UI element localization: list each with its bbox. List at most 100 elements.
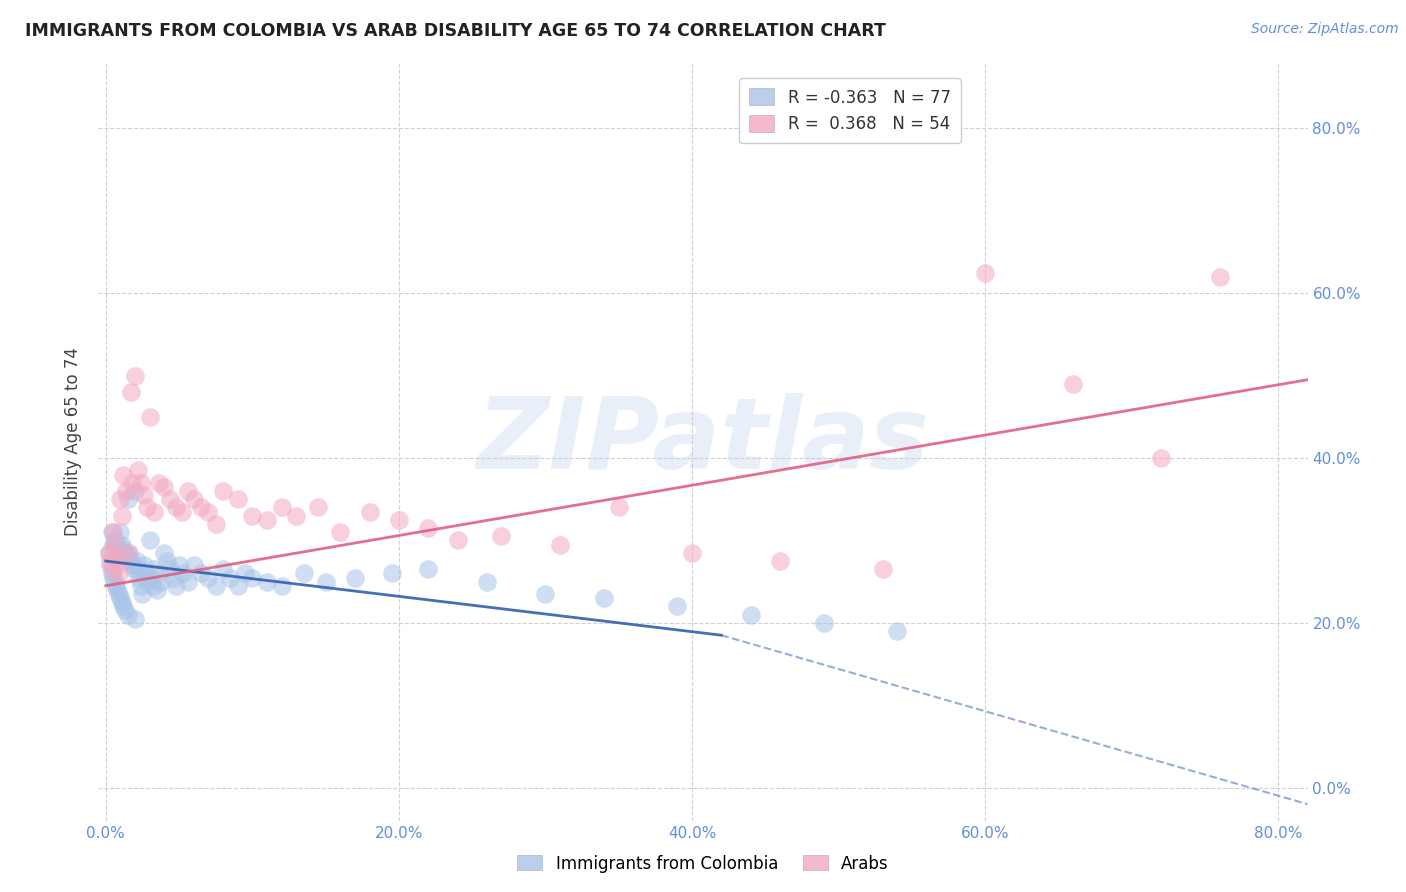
Point xyxy=(170,505,193,519)
Point xyxy=(380,566,402,581)
Point xyxy=(120,385,142,400)
Point xyxy=(107,582,129,597)
Point xyxy=(233,566,256,581)
Point xyxy=(98,554,121,568)
Point xyxy=(148,475,170,490)
Point xyxy=(98,558,121,573)
Point xyxy=(256,574,278,589)
Point xyxy=(204,516,226,531)
Point xyxy=(292,566,315,581)
Point xyxy=(111,537,134,551)
Point xyxy=(101,525,124,540)
Point xyxy=(212,483,235,498)
Point xyxy=(240,570,263,584)
Point xyxy=(886,624,908,639)
Point xyxy=(388,513,411,527)
Point xyxy=(131,587,153,601)
Text: Source: ZipAtlas.com: Source: ZipAtlas.com xyxy=(1251,22,1399,37)
Point xyxy=(143,505,166,519)
Point xyxy=(107,558,129,573)
Point xyxy=(813,615,835,630)
Point xyxy=(97,546,120,560)
Point xyxy=(148,566,170,581)
Point xyxy=(177,483,200,498)
Point xyxy=(117,546,139,560)
Point xyxy=(135,500,157,515)
Point xyxy=(108,549,131,564)
Point xyxy=(256,513,278,527)
Point xyxy=(110,525,132,540)
Point xyxy=(125,554,148,568)
Point xyxy=(681,546,703,560)
Point xyxy=(1150,450,1173,465)
Point xyxy=(162,570,184,584)
Point xyxy=(270,579,292,593)
Point xyxy=(607,500,630,515)
Point xyxy=(110,591,132,606)
Point xyxy=(183,558,205,573)
Point xyxy=(103,533,125,548)
Point xyxy=(110,492,132,507)
Point xyxy=(129,579,152,593)
Point xyxy=(165,500,187,515)
Point xyxy=(107,546,129,560)
Point xyxy=(150,574,173,589)
Point xyxy=(159,562,181,576)
Point xyxy=(112,599,135,614)
Point xyxy=(190,566,212,581)
Point xyxy=(118,546,141,560)
Point xyxy=(183,492,205,507)
Point xyxy=(127,562,149,576)
Text: ZIPatlas: ZIPatlas xyxy=(477,393,929,490)
Point xyxy=(240,508,263,523)
Point xyxy=(190,500,212,515)
Point xyxy=(593,591,616,606)
Point xyxy=(548,537,571,551)
Point xyxy=(204,579,226,593)
Point xyxy=(270,500,292,515)
Point xyxy=(138,409,160,424)
Point xyxy=(100,525,122,540)
Point xyxy=(103,537,125,551)
Point xyxy=(115,549,138,564)
Point xyxy=(872,562,894,576)
Point xyxy=(165,579,187,593)
Point xyxy=(197,570,219,584)
Point xyxy=(475,574,498,589)
Point xyxy=(156,554,179,568)
Point xyxy=(418,521,440,535)
Point xyxy=(114,603,136,617)
Point xyxy=(307,500,329,515)
Point xyxy=(1062,376,1084,391)
Point xyxy=(226,579,249,593)
Y-axis label: Disability Age 65 to 74: Disability Age 65 to 74 xyxy=(65,347,83,536)
Point xyxy=(135,574,157,589)
Text: IMMIGRANTS FROM COLOMBIA VS ARAB DISABILITY AGE 65 TO 74 CORRELATION CHART: IMMIGRANTS FROM COLOMBIA VS ARAB DISABIL… xyxy=(25,22,886,40)
Point xyxy=(141,570,163,584)
Point xyxy=(153,480,176,494)
Point xyxy=(101,537,124,551)
Point xyxy=(167,558,190,573)
Point xyxy=(122,562,145,576)
Point xyxy=(129,475,152,490)
Point xyxy=(127,463,149,477)
Point xyxy=(1208,269,1230,284)
Point xyxy=(112,541,135,556)
Point xyxy=(103,574,125,589)
Point xyxy=(117,492,139,507)
Point xyxy=(142,579,165,593)
Point xyxy=(138,533,160,548)
Point xyxy=(101,570,124,584)
Point xyxy=(740,607,762,622)
Point xyxy=(359,505,381,519)
Point xyxy=(111,595,134,609)
Point xyxy=(114,546,136,560)
Point xyxy=(132,488,155,502)
Point xyxy=(219,570,242,584)
Point xyxy=(117,607,139,622)
Point xyxy=(128,570,150,584)
Point xyxy=(105,579,128,593)
Legend: R = -0.363   N = 77, R =  0.368   N = 54: R = -0.363 N = 77, R = 0.368 N = 54 xyxy=(740,78,960,143)
Point xyxy=(491,529,513,543)
Point xyxy=(121,475,143,490)
